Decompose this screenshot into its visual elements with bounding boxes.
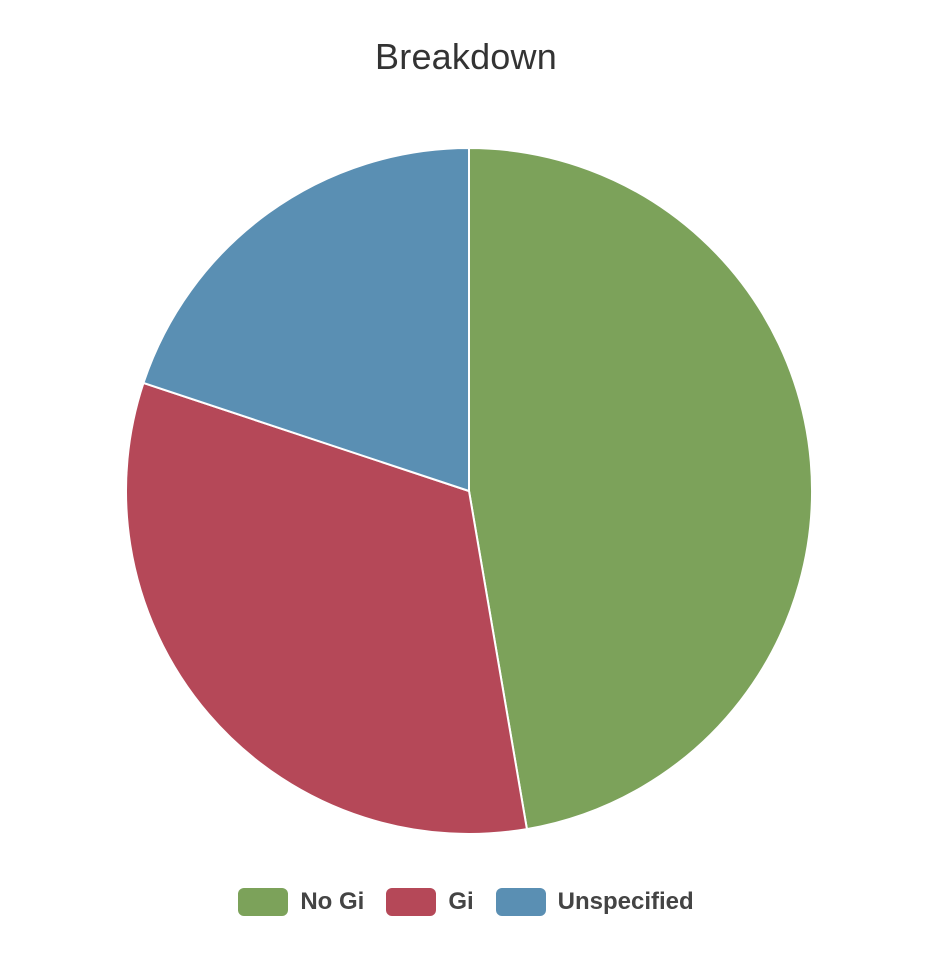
legend-label: Gi xyxy=(448,888,474,915)
legend-label: No Gi xyxy=(300,888,365,915)
legend-item-no-gi[interactable]: No Gi xyxy=(238,888,364,916)
legend-swatch xyxy=(386,888,437,916)
chart-title: Breakdown xyxy=(375,36,557,77)
legend: No Gi Gi Unspecified xyxy=(0,888,932,916)
pie-slice-no-gi[interactable] xyxy=(468,146,813,831)
legend-item-unspecified[interactable]: Unspecified xyxy=(495,888,694,916)
pie-slices xyxy=(125,146,813,835)
legend-item-gi[interactable]: Gi xyxy=(386,888,474,916)
legend-swatch xyxy=(238,888,289,916)
legend-label: Unspecified xyxy=(557,888,694,915)
pie-slice-gi[interactable] xyxy=(125,381,529,835)
pie-slice-unspecified[interactable] xyxy=(142,146,470,493)
legend-swatch xyxy=(495,888,546,916)
